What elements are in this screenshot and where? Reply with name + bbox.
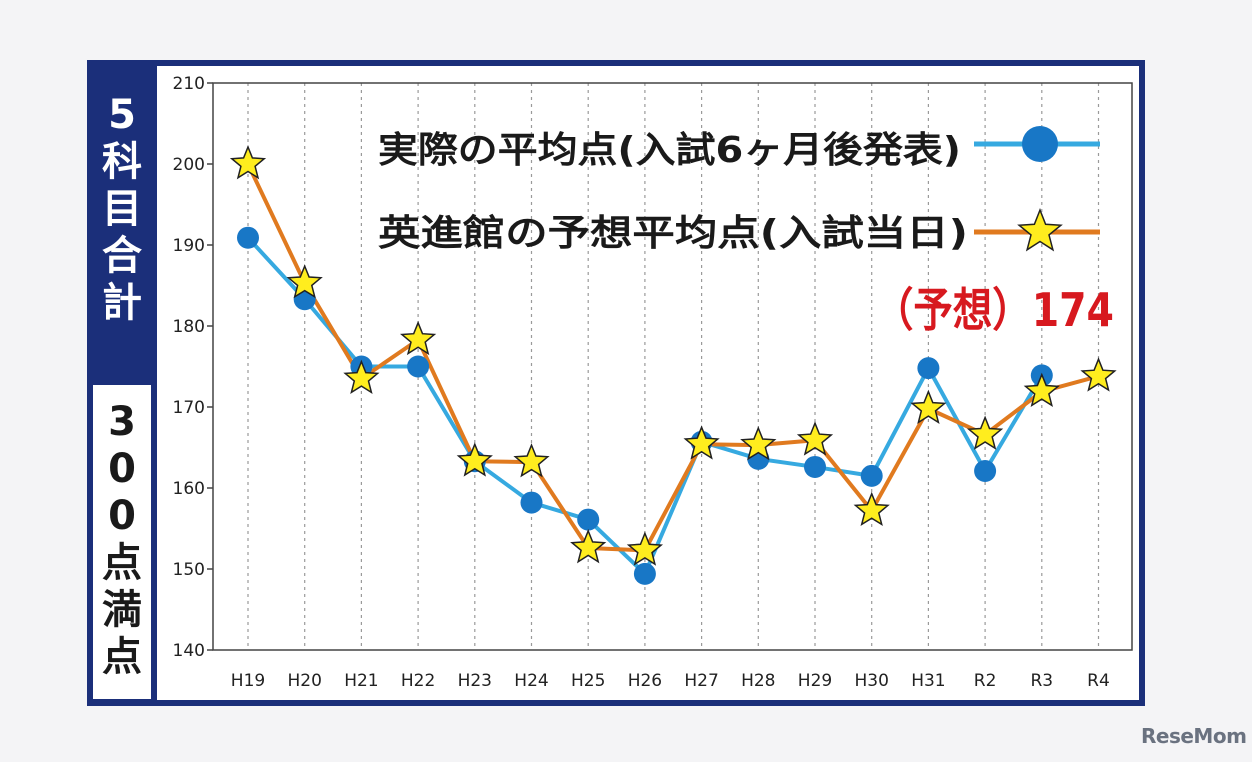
- data-point-predicted: [343, 359, 380, 395]
- data-point-predicted: [229, 144, 267, 180]
- side-subtitle-char: 3: [108, 399, 136, 445]
- x-tick-label: R4: [1087, 671, 1110, 691]
- legend-label-predicted: 英進館の予想平均点(入試当日): [378, 212, 968, 254]
- legend: 実際の平均点(入試6ヶ月後発表) 英進館の予想平均点(入試当日): [378, 126, 1100, 254]
- side-title-char: 5: [108, 92, 136, 138]
- side-title-char: 目: [102, 186, 142, 232]
- x-tick-label: H23: [458, 671, 492, 691]
- axes: 140 150 160 170 180 190 200 210 H19 H20 H21 H22 H23 H…: [173, 74, 1133, 691]
- side-subtitle-panel: 3 0 0 点 満 点: [93, 385, 151, 699]
- x-tick-label: H28: [741, 671, 775, 691]
- y-tick-label: 190: [173, 236, 205, 256]
- data-point-actual: [917, 357, 940, 380]
- x-tick-label: H25: [571, 671, 605, 691]
- legend-marker-predicted: [1017, 207, 1063, 252]
- side-subtitle-char: 0: [108, 446, 136, 492]
- data-point-predicted: [740, 426, 777, 461]
- legend-marker-actual: [1022, 126, 1058, 162]
- data-point-predicted: [399, 320, 437, 356]
- x-tick-label: H31: [911, 671, 945, 691]
- data-point-actual: [633, 562, 656, 585]
- side-title-char: 科: [102, 139, 142, 185]
- series-line-predicted: [246, 163, 1100, 553]
- side-title-panel: 5 科 目 合 計: [87, 60, 157, 380]
- x-tick-label: H30: [854, 671, 888, 691]
- y-tick-label: 180: [173, 317, 205, 337]
- data-point-predicted: [796, 421, 834, 456]
- side-subtitle-char: 満: [102, 587, 142, 633]
- y-tick-label: 210: [173, 74, 205, 94]
- x-tick-label: R3: [1030, 671, 1053, 691]
- data-point-predicted: [853, 491, 890, 527]
- side-subtitle: 3 0 0 点 満 点: [93, 399, 151, 681]
- side-subtitle-char: 点: [102, 634, 142, 680]
- x-tick-label: H27: [684, 671, 718, 691]
- data-point-actual: [520, 491, 543, 514]
- side-subtitle-char: 点: [102, 540, 142, 586]
- x-tick-label: H20: [287, 671, 321, 691]
- data-point-predicted: [1080, 357, 1117, 392]
- legend-label-actual: 実際の平均点(入試6ヶ月後発表): [378, 130, 961, 171]
- x-tick-label: H24: [514, 671, 548, 691]
- y-tick-label: 170: [173, 398, 205, 418]
- plot-background: [157, 66, 1139, 700]
- data-point-predicted: [456, 442, 493, 477]
- data-point-predicted: [513, 443, 550, 478]
- prediction-label: （予想）174: [874, 283, 1114, 337]
- data-point-predicted: [683, 425, 720, 460]
- data-point-actual: [860, 464, 883, 487]
- side-title-char: 計: [102, 280, 142, 326]
- y-tick-label: 150: [173, 560, 205, 580]
- x-tick-label: H21: [344, 671, 378, 691]
- data-point-actual: [407, 355, 430, 378]
- y-tick-label: 160: [173, 479, 205, 499]
- data-point-actual: [974, 459, 997, 482]
- x-tick-label: H26: [628, 671, 662, 691]
- data-point-predicted: [286, 264, 323, 299]
- data-point-predicted: [570, 528, 607, 564]
- x-tick-label: H22: [401, 671, 435, 691]
- data-point-predicted: [910, 389, 947, 425]
- x-tick-label: H29: [798, 671, 832, 691]
- data-point-actual: [804, 455, 826, 478]
- series: [229, 144, 1117, 585]
- data-point-actual: [577, 508, 600, 531]
- x-tick-label: H19: [231, 671, 265, 691]
- plot-border: [212, 82, 1133, 651]
- y-tick-label: 140: [173, 641, 205, 661]
- watermark-logo: ReseMom: [1141, 724, 1247, 748]
- y-tick-label: 200: [173, 155, 205, 175]
- data-point-predicted: [966, 415, 1004, 450]
- data-point-predicted: [1023, 372, 1060, 408]
- data-point-predicted: [626, 531, 664, 566]
- data-point-actual: [237, 226, 259, 249]
- side-title: 5 科 目 合 計: [87, 92, 157, 327]
- side-title-char: 合: [102, 233, 142, 279]
- x-tick-label: R2: [974, 671, 997, 691]
- side-subtitle-char: 0: [108, 493, 136, 539]
